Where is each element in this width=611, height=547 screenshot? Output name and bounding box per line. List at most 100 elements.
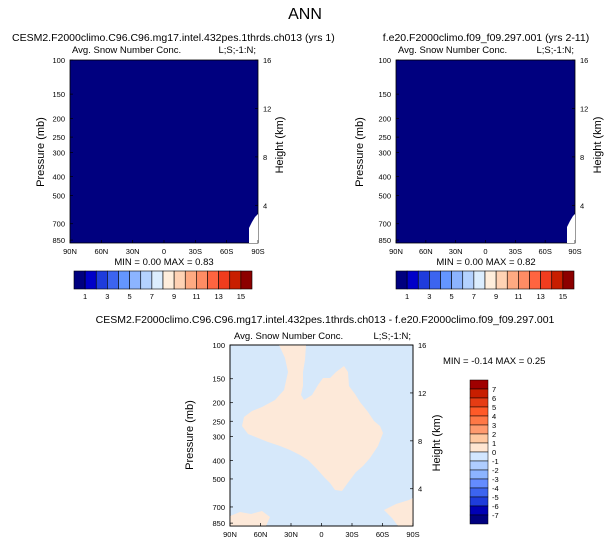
- panel-right-case-title: f.e20.F2000climo.f09_f09.297.001 (yrs 2-…: [383, 32, 589, 44]
- colorbar-label: 1: [492, 439, 496, 448]
- lat-tick-label: 60S: [538, 247, 551, 256]
- height-tick-label: 16: [263, 56, 271, 65]
- colorbar-box: [440, 270, 452, 290]
- panel-right-hticks: 16 12 8 4: [572, 56, 588, 210]
- colorbar-label: 6: [492, 394, 496, 403]
- lat-tick-label: 60N: [94, 247, 108, 256]
- height-tick-label: 16: [580, 56, 588, 65]
- lat-tick-label: 30N: [284, 530, 298, 539]
- colorbar-box: [95, 270, 108, 290]
- colorbar-label: 5: [492, 403, 496, 412]
- height-tick-label: 8: [263, 153, 267, 162]
- pressure-tick-label: 500: [52, 191, 65, 200]
- pressure-tick-label: 200: [52, 114, 65, 123]
- colorbar-box: [469, 487, 489, 498]
- pressure-tick-label: 200: [378, 114, 391, 123]
- colorbar-label: 1: [83, 292, 87, 301]
- panel-diff-stats: MIN = -0.14 MAX = 0.25: [443, 356, 545, 367]
- panel-right-variable: Avg. Snow Number Conc.: [398, 45, 507, 56]
- colorbar-label: 15: [559, 292, 567, 301]
- colorbar-label: 4: [492, 412, 496, 421]
- pressure-tick-label: 150: [52, 90, 65, 99]
- colorbar-box: [395, 270, 408, 290]
- panel-diff-positive-region-main: [242, 345, 383, 491]
- panel-right-nonzero-region: [567, 214, 575, 243]
- height-tick-label: 4: [263, 201, 267, 210]
- colorbar-label: -6: [492, 502, 499, 511]
- colorbar-box: [73, 270, 86, 290]
- panel-diff-variable: Avg. Snow Number Conc.: [234, 331, 343, 342]
- panel-right-colorbar: 1 3 5 7 9 11 13 15: [395, 270, 575, 301]
- colorbar-box: [551, 270, 564, 290]
- panel-left-plot-area: [69, 59, 259, 244]
- colorbar-box: [473, 270, 486, 290]
- colorbar-box: [469, 388, 489, 399]
- pressure-tick-label: 100: [378, 56, 391, 65]
- colorbar-box: [529, 270, 541, 290]
- height-tick-label: 8: [418, 437, 422, 446]
- colorbar-box: [218, 270, 231, 290]
- pressure-tick-label: 700: [378, 220, 391, 229]
- lat-tick-label: 60N: [419, 247, 433, 256]
- pressure-tick-label: 150: [212, 375, 225, 384]
- panel-left: CESM2.F2000climo.C96.C96.mg17.intel.432p…: [12, 32, 335, 301]
- pressure-tick-label: 250: [52, 133, 65, 142]
- panel-right-yticks: 100 150 200 250 300 400 500 700 850: [378, 56, 399, 245]
- colorbar-box: [506, 270, 519, 290]
- pressure-tick-label: 700: [212, 503, 225, 512]
- height-tick-label: 12: [263, 104, 271, 113]
- panel-diff-positive-region-south: [384, 498, 413, 526]
- colorbar-box: [84, 270, 97, 290]
- lat-tick-label: 90S: [251, 247, 264, 256]
- lat-tick-label: 30S: [345, 530, 358, 539]
- colorbar-label: 7: [150, 292, 154, 301]
- pressure-tick-label: 100: [52, 56, 65, 65]
- colorbar-label: -5: [492, 493, 499, 502]
- height-tick-label: 12: [580, 104, 588, 113]
- colorbar-label: 15: [237, 292, 245, 301]
- colorbar-label: 11: [514, 292, 522, 301]
- pressure-tick-label: 700: [52, 220, 65, 229]
- panel-right-stats: MIN = 0.00 MAX = 0.82: [436, 257, 535, 268]
- height-tick-label: 16: [418, 341, 426, 350]
- colorbar-label: 9: [172, 292, 176, 301]
- colorbar-box: [184, 270, 197, 290]
- pressure-tick-label: 850: [378, 236, 391, 245]
- panel-left-stats: MIN = 0.00 MAX = 0.83: [114, 257, 213, 268]
- lat-tick-label: 30S: [509, 247, 522, 256]
- pressure-tick-label: 500: [212, 475, 225, 484]
- colorbar-box: [196, 270, 208, 290]
- colorbar-box: [173, 270, 186, 290]
- colorbar-box: [162, 270, 175, 290]
- colorbar-box: [406, 270, 419, 290]
- pressure-tick-label: 300: [52, 148, 65, 157]
- pressure-tick-label: 850: [212, 519, 225, 528]
- colorbar-box: [118, 270, 130, 290]
- colorbar-box: [562, 270, 575, 290]
- colorbar-label: 2: [492, 430, 496, 439]
- colorbar-label: 3: [427, 292, 431, 301]
- pressure-tick-label: 200: [212, 399, 225, 408]
- colorbar-box: [540, 270, 553, 290]
- colorbar-box: [240, 270, 253, 290]
- colorbar-box: [469, 496, 489, 507]
- panel-left-variable: Avg. Snow Number Conc.: [72, 45, 181, 56]
- lat-tick-label: 90N: [389, 247, 403, 256]
- pressure-tick-label: 850: [52, 236, 65, 245]
- colorbar-box: [469, 505, 489, 516]
- panel-left-case-title: CESM2.F2000climo.C96.C96.mg17.intel.432p…: [12, 32, 335, 44]
- colorbar-label: -4: [492, 484, 499, 493]
- lat-tick-label: 30S: [189, 247, 202, 256]
- lat-tick-label: 60S: [376, 530, 389, 539]
- panel-left-colorbar: 1 3 5 7 9 11 13 15: [73, 270, 253, 301]
- colorbar-box: [469, 424, 489, 435]
- colorbar-label: 3: [105, 292, 109, 301]
- colorbar-box: [429, 270, 441, 290]
- colorbar-box: [229, 270, 242, 290]
- figure-title: ANN: [288, 6, 322, 23]
- colorbar-box: [207, 270, 219, 290]
- colorbar-box: [469, 478, 489, 489]
- colorbar-label: -2: [492, 466, 499, 475]
- colorbar-box: [495, 270, 508, 290]
